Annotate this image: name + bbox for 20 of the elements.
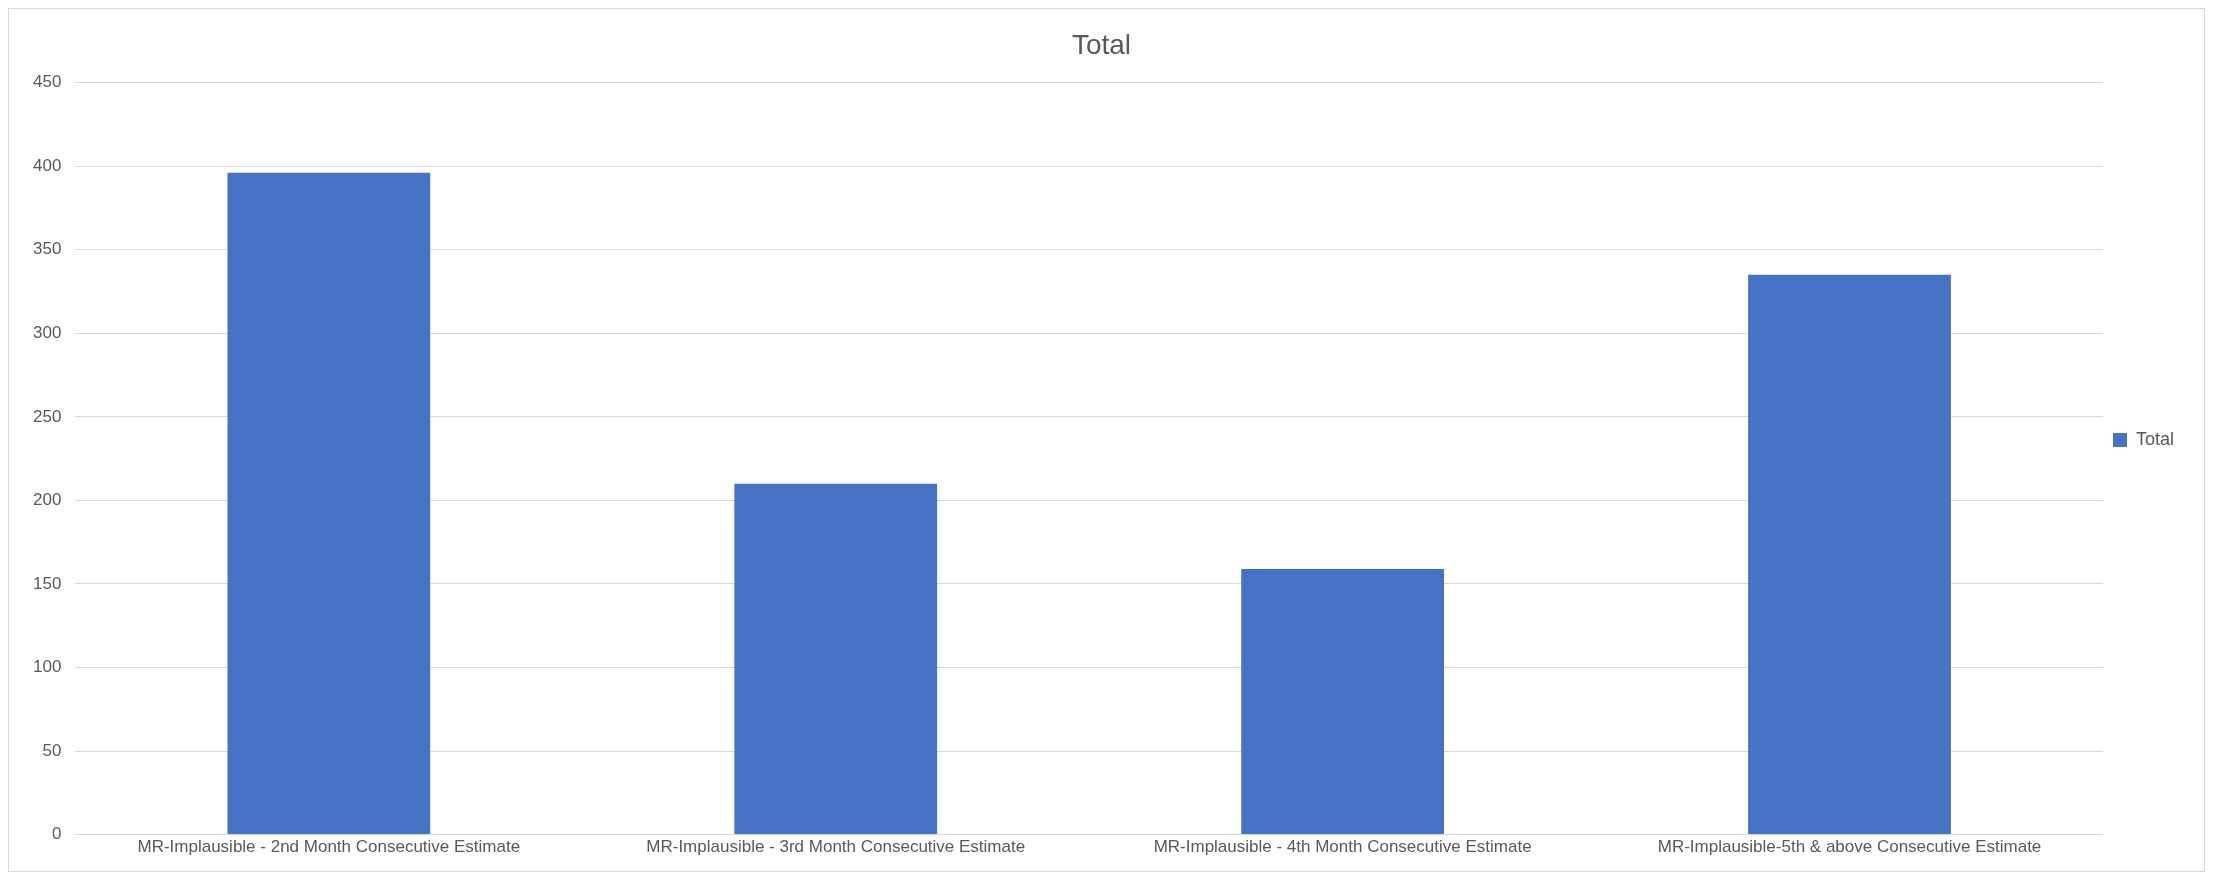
y-tick-label: 450 bbox=[32, 72, 62, 92]
y-tick-label: 250 bbox=[32, 406, 62, 426]
y-tick-label: 200 bbox=[32, 490, 62, 510]
y-tick-label: 0 bbox=[51, 824, 62, 844]
y-tick-label: 350 bbox=[32, 239, 62, 259]
bar bbox=[1241, 568, 1444, 835]
y-tick-label: 400 bbox=[32, 155, 62, 175]
legend-label: Total bbox=[2135, 428, 2175, 449]
x-tick-label: MR-Implausible - 3rd Month Consecutive Estimate bbox=[646, 837, 1026, 857]
y-tick-label: 50 bbox=[42, 740, 62, 760]
bar bbox=[734, 483, 938, 835]
chart-title: Total bbox=[1071, 28, 1132, 60]
x-tick-label: MR-Implausible - 2nd Month Consecutive Estimate bbox=[137, 837, 521, 857]
y-tick-label: 300 bbox=[32, 322, 62, 342]
y-tick-label: 150 bbox=[32, 573, 62, 593]
x-tick-label: MR-Implausible - 4th Month Consecutive Estimate bbox=[1153, 837, 1532, 857]
x-tick-label: MR-Implausible-5th & above Consecutive Estimate bbox=[1657, 837, 2042, 857]
y-tick-label: 100 bbox=[32, 657, 62, 677]
bar bbox=[227, 172, 431, 835]
bar bbox=[1748, 274, 1951, 835]
